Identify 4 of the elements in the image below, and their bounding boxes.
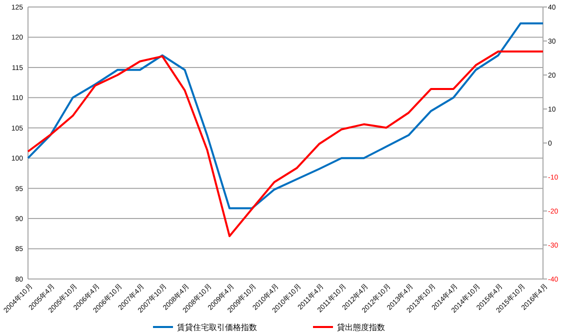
line-series xyxy=(27,50,544,238)
legend-label: 賃貸住宅取引価格指数 xyxy=(177,322,257,332)
line-series xyxy=(27,22,544,210)
legend-label: 貸出態度指数 xyxy=(337,322,385,332)
